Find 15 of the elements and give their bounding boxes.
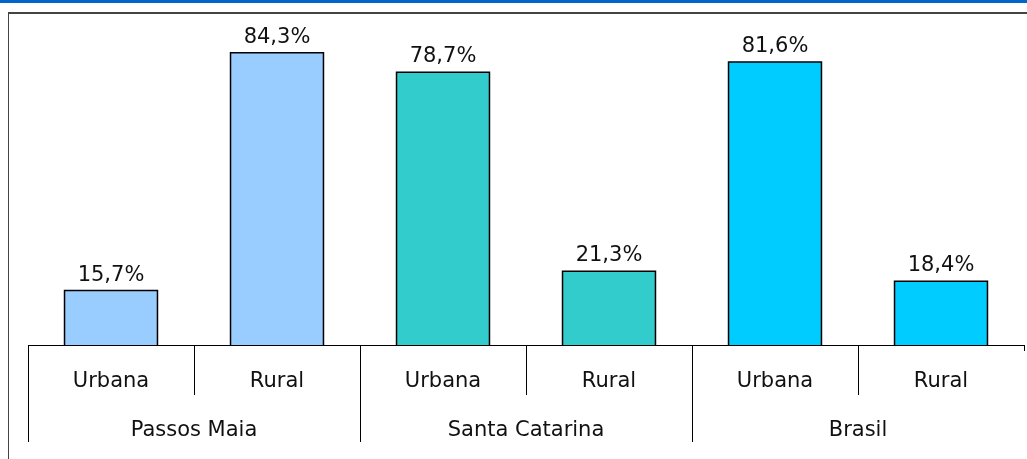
x-tick-label: Rural [913,368,969,393]
data-label: 15,7% [77,261,145,286]
text: Passos Maia [130,417,258,441]
data-label: 18,4% [907,252,975,277]
x-tick-label: Urbana [404,368,482,393]
x-tick-label: Urbana [72,368,150,393]
data-label: 21,3% [575,242,643,267]
x-tick-label: Urbana [736,368,814,393]
data-label: 78,7% [409,43,477,68]
data-label: 81,6% [741,33,809,58]
text: Santa Catarina [447,417,605,441]
x-tick-label: Rural [581,368,637,393]
data-label: 84,3% [243,23,311,48]
text: Brasil [828,417,888,441]
x-tick-label: Rural [249,368,305,393]
